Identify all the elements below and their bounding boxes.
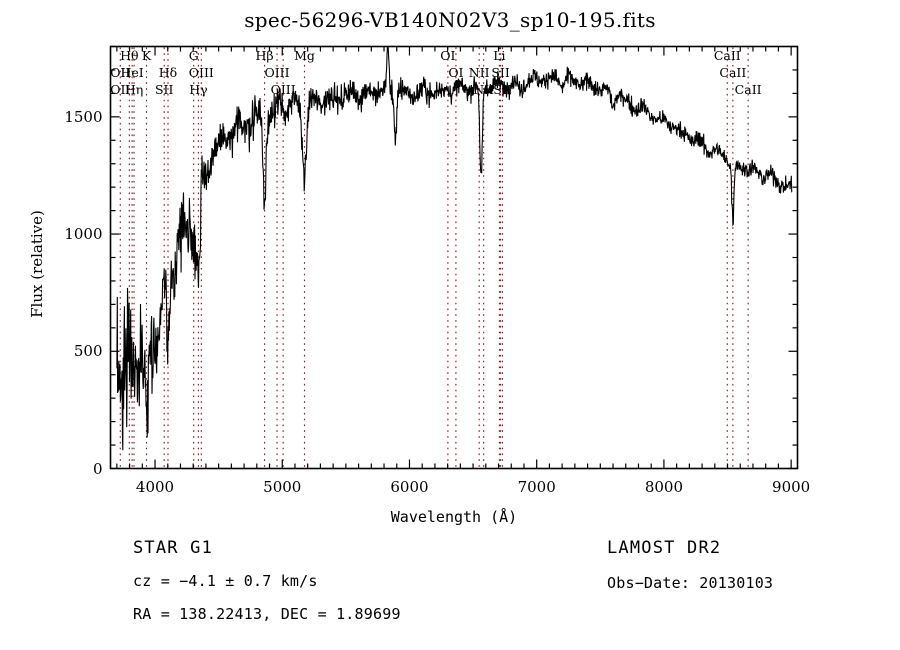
spectral-line-label: SII xyxy=(491,65,510,80)
spectral-line-label: OII xyxy=(110,82,131,97)
survey-label: LAMOST DR2 xyxy=(607,538,722,558)
spectral-line-label: K xyxy=(141,48,152,63)
spectral-line-label: Hη xyxy=(124,82,144,97)
spectral-line-label: CaII xyxy=(713,48,741,63)
redshift-velocity-label: cz = −4.1 ± 0.7 km/s xyxy=(133,572,318,590)
spectral-line-label: HeI xyxy=(120,65,144,80)
spectral-line-label: OIII xyxy=(264,65,290,80)
y-tick-label: 500 xyxy=(73,342,103,361)
x-tick-label: 6000 xyxy=(390,477,429,496)
spectral-line-label: SII xyxy=(493,82,512,97)
spectral-line-label: Hδ xyxy=(158,65,178,80)
spectral-line-label: OI xyxy=(448,65,464,80)
spectrum-trace xyxy=(116,47,793,451)
spectral-line-label: Hθ xyxy=(120,48,139,63)
spectral-line-label: Hβ xyxy=(255,48,274,63)
obs-date-label: Obs−Date: 20130103 xyxy=(607,574,774,592)
spectral-line-label: Hγ xyxy=(189,82,208,97)
x-tick-label: 5000 xyxy=(263,477,302,496)
page-title: spec-56296-VB140N02V3_sp10-195.fits xyxy=(244,8,656,32)
y-tick-label: 0 xyxy=(92,459,103,478)
spectral-line-label: NII xyxy=(473,82,495,97)
spectral-line-label: OIII xyxy=(188,65,214,80)
spectral-line-label: Mg xyxy=(294,48,315,63)
spectral-line-label: SII xyxy=(154,82,174,97)
spectral-line-label: CaII xyxy=(719,65,747,80)
spectral-line-label: CaII xyxy=(734,82,762,97)
spectral-line-label: OII xyxy=(110,65,131,80)
x-tick-label: 4000 xyxy=(135,477,175,496)
y-tick-label: 1500 xyxy=(64,107,103,126)
line-marker-group xyxy=(119,47,749,468)
x-axis-title: Wavelength (Å) xyxy=(390,508,518,526)
spectral-line-label: OIII xyxy=(270,82,296,97)
x-tick-label: 9000 xyxy=(772,477,811,496)
coordinates-label: RA = 138.22413, DEC = 1.89699 xyxy=(133,605,401,623)
spectral-line-label: OI xyxy=(440,48,456,63)
object-class-label: STAR G1 xyxy=(133,538,214,558)
spectral-line-label: NII xyxy=(468,65,490,80)
spectral-line-label: G xyxy=(188,48,199,63)
y-axis-title: Flux (relative) xyxy=(28,210,46,318)
y-tick-label: 1000 xyxy=(64,225,103,244)
axis-frame xyxy=(109,45,799,470)
x-tick-label: 8000 xyxy=(644,477,683,496)
x-tick-label: 7000 xyxy=(517,477,556,496)
spectral-line-label: Li xyxy=(493,48,506,63)
